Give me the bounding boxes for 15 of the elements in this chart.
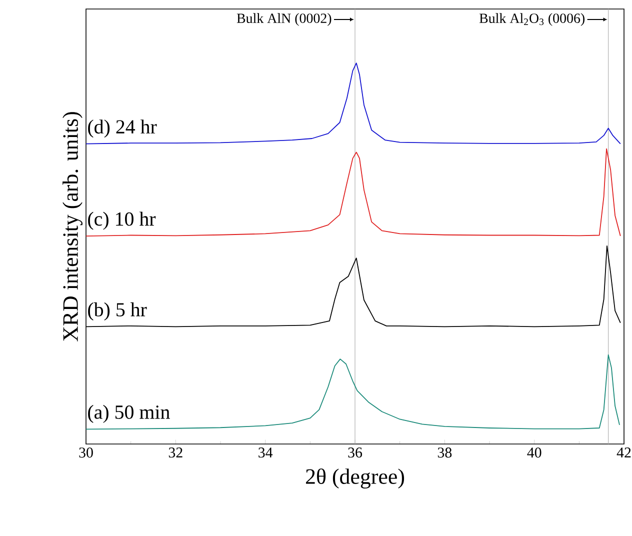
series-label: (c) 10 hr — [88, 212, 156, 230]
x-tick-label: 34 — [258, 448, 273, 458]
x-tick-label: 36 — [348, 448, 362, 458]
y-axis-title: XRD intensity (arb. units) — [62, 112, 82, 342]
ref-line-label: Bulk Al$_{2}$O$_{3}$ (0006) — [479, 13, 584, 26]
series-label: (b) 5 hr — [88, 302, 147, 320]
x-axis-title: 2θ (degree) — [306, 468, 404, 489]
x-tick-label: 38 — [438, 448, 452, 458]
x-tick-label: 40 — [527, 448, 542, 458]
x-tick-label: 32 — [168, 448, 182, 458]
series-label: (d) 24 hr — [88, 120, 157, 138]
x-tick-label: 30 — [79, 448, 93, 458]
series-label: (a) 50 min — [88, 404, 170, 423]
x-tick-label: 42 — [616, 448, 631, 458]
ref-line-label: Bulk AlN (0002) — [236, 13, 332, 26]
